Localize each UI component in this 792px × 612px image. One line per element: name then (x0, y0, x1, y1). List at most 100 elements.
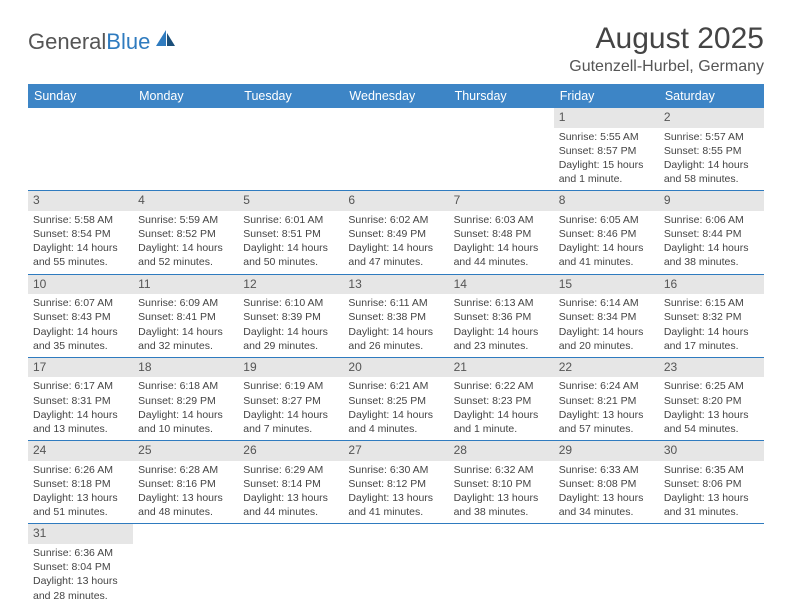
day-content: Sunrise: 5:59 AMSunset: 8:52 PMDaylight:… (133, 211, 238, 274)
calendar-day-cell: 22Sunrise: 6:24 AMSunset: 8:21 PMDayligh… (554, 357, 659, 440)
day-number: 12 (238, 275, 343, 295)
weekday-header: Thursday (449, 84, 554, 108)
calendar-row: 10Sunrise: 6:07 AMSunset: 8:43 PMDayligh… (28, 274, 764, 357)
calendar-day-cell: 27Sunrise: 6:30 AMSunset: 8:12 PMDayligh… (343, 441, 448, 524)
calendar-day-cell: 31Sunrise: 6:36 AMSunset: 8:04 PMDayligh… (28, 524, 133, 607)
day-content: Sunrise: 6:21 AMSunset: 8:25 PMDaylight:… (343, 377, 448, 440)
day-content: Sunrise: 6:26 AMSunset: 8:18 PMDaylight:… (28, 461, 133, 524)
day-content: Sunrise: 6:30 AMSunset: 8:12 PMDaylight:… (343, 461, 448, 524)
weekday-header: Sunday (28, 84, 133, 108)
day-content: Sunrise: 6:28 AMSunset: 8:16 PMDaylight:… (133, 461, 238, 524)
day-number: 26 (238, 441, 343, 461)
calendar-day-cell: 5Sunrise: 6:01 AMSunset: 8:51 PMDaylight… (238, 191, 343, 274)
calendar-row: 24Sunrise: 6:26 AMSunset: 8:18 PMDayligh… (28, 441, 764, 524)
day-content: Sunrise: 6:18 AMSunset: 8:29 PMDaylight:… (133, 377, 238, 440)
day-number: 1 (554, 108, 659, 128)
logo: General Blue (28, 28, 178, 55)
day-number: 23 (659, 358, 764, 378)
calendar-day-cell: 14Sunrise: 6:13 AMSunset: 8:36 PMDayligh… (449, 274, 554, 357)
day-content: Sunrise: 6:29 AMSunset: 8:14 PMDaylight:… (238, 461, 343, 524)
day-content: Sunrise: 6:06 AMSunset: 8:44 PMDaylight:… (659, 211, 764, 274)
day-content: Sunrise: 6:33 AMSunset: 8:08 PMDaylight:… (554, 461, 659, 524)
day-number: 15 (554, 275, 659, 295)
day-number: 13 (343, 275, 448, 295)
calendar-empty-cell (449, 108, 554, 191)
day-number: 2 (659, 108, 764, 128)
day-content: Sunrise: 6:10 AMSunset: 8:39 PMDaylight:… (238, 294, 343, 357)
weekday-header: Monday (133, 84, 238, 108)
day-number: 4 (133, 191, 238, 211)
weekday-header: Wednesday (343, 84, 448, 108)
day-number: 27 (343, 441, 448, 461)
day-number: 9 (659, 191, 764, 211)
day-content: Sunrise: 5:58 AMSunset: 8:54 PMDaylight:… (28, 211, 133, 274)
day-number: 28 (449, 441, 554, 461)
calendar-day-cell: 15Sunrise: 6:14 AMSunset: 8:34 PMDayligh… (554, 274, 659, 357)
weekday-header: Friday (554, 84, 659, 108)
calendar-empty-cell (238, 524, 343, 607)
day-number: 17 (28, 358, 133, 378)
calendar-day-cell: 6Sunrise: 6:02 AMSunset: 8:49 PMDaylight… (343, 191, 448, 274)
calendar-day-cell: 25Sunrise: 6:28 AMSunset: 8:16 PMDayligh… (133, 441, 238, 524)
calendar-empty-cell (238, 108, 343, 191)
day-content: Sunrise: 5:55 AMSunset: 8:57 PMDaylight:… (554, 128, 659, 191)
calendar-day-cell: 9Sunrise: 6:06 AMSunset: 8:44 PMDaylight… (659, 191, 764, 274)
day-number: 5 (238, 191, 343, 211)
day-content: Sunrise: 6:17 AMSunset: 8:31 PMDaylight:… (28, 377, 133, 440)
calendar-row: 3Sunrise: 5:58 AMSunset: 8:54 PMDaylight… (28, 191, 764, 274)
calendar-day-cell: 4Sunrise: 5:59 AMSunset: 8:52 PMDaylight… (133, 191, 238, 274)
month-title: August 2025 (569, 22, 764, 56)
day-number: 19 (238, 358, 343, 378)
header: General Blue August 2025 Gutenzell-Hurbe… (28, 22, 764, 76)
calendar-day-cell: 23Sunrise: 6:25 AMSunset: 8:20 PMDayligh… (659, 357, 764, 440)
calendar-day-cell: 2Sunrise: 5:57 AMSunset: 8:55 PMDaylight… (659, 108, 764, 191)
day-number: 29 (554, 441, 659, 461)
calendar-day-cell: 17Sunrise: 6:17 AMSunset: 8:31 PMDayligh… (28, 357, 133, 440)
day-content: Sunrise: 6:01 AMSunset: 8:51 PMDaylight:… (238, 211, 343, 274)
calendar-day-cell: 3Sunrise: 5:58 AMSunset: 8:54 PMDaylight… (28, 191, 133, 274)
day-number: 31 (28, 524, 133, 544)
logo-text-general: General (28, 29, 106, 55)
calendar-day-cell: 1Sunrise: 5:55 AMSunset: 8:57 PMDaylight… (554, 108, 659, 191)
calendar-empty-cell (449, 524, 554, 607)
day-number: 3 (28, 191, 133, 211)
day-number: 30 (659, 441, 764, 461)
calendar-day-cell: 28Sunrise: 6:32 AMSunset: 8:10 PMDayligh… (449, 441, 554, 524)
day-number: 11 (133, 275, 238, 295)
calendar-day-cell: 21Sunrise: 6:22 AMSunset: 8:23 PMDayligh… (449, 357, 554, 440)
day-content: Sunrise: 5:57 AMSunset: 8:55 PMDaylight:… (659, 128, 764, 191)
calendar-header-row: SundayMondayTuesdayWednesdayThursdayFrid… (28, 84, 764, 108)
logo-text-blue: Blue (106, 29, 150, 55)
calendar-day-cell: 13Sunrise: 6:11 AMSunset: 8:38 PMDayligh… (343, 274, 448, 357)
location: Gutenzell-Hurbel, Germany (569, 58, 764, 76)
calendar-empty-cell (343, 524, 448, 607)
calendar-day-cell: 16Sunrise: 6:15 AMSunset: 8:32 PMDayligh… (659, 274, 764, 357)
calendar-empty-cell (133, 108, 238, 191)
day-content: Sunrise: 6:22 AMSunset: 8:23 PMDaylight:… (449, 377, 554, 440)
day-content: Sunrise: 6:05 AMSunset: 8:46 PMDaylight:… (554, 211, 659, 274)
day-number: 16 (659, 275, 764, 295)
weekday-header: Tuesday (238, 84, 343, 108)
day-content: Sunrise: 6:19 AMSunset: 8:27 PMDaylight:… (238, 377, 343, 440)
day-content: Sunrise: 6:24 AMSunset: 8:21 PMDaylight:… (554, 377, 659, 440)
calendar-empty-cell (133, 524, 238, 607)
day-content: Sunrise: 6:09 AMSunset: 8:41 PMDaylight:… (133, 294, 238, 357)
sail-icon (152, 28, 178, 55)
day-number: 20 (343, 358, 448, 378)
day-number: 24 (28, 441, 133, 461)
calendar-day-cell: 19Sunrise: 6:19 AMSunset: 8:27 PMDayligh… (238, 357, 343, 440)
calendar-day-cell: 7Sunrise: 6:03 AMSunset: 8:48 PMDaylight… (449, 191, 554, 274)
calendar-day-cell: 29Sunrise: 6:33 AMSunset: 8:08 PMDayligh… (554, 441, 659, 524)
calendar-table: SundayMondayTuesdayWednesdayThursdayFrid… (28, 84, 764, 607)
day-content: Sunrise: 6:35 AMSunset: 8:06 PMDaylight:… (659, 461, 764, 524)
day-content: Sunrise: 6:03 AMSunset: 8:48 PMDaylight:… (449, 211, 554, 274)
calendar-day-cell: 10Sunrise: 6:07 AMSunset: 8:43 PMDayligh… (28, 274, 133, 357)
calendar-day-cell: 30Sunrise: 6:35 AMSunset: 8:06 PMDayligh… (659, 441, 764, 524)
day-number: 7 (449, 191, 554, 211)
day-content: Sunrise: 6:32 AMSunset: 8:10 PMDaylight:… (449, 461, 554, 524)
day-content: Sunrise: 6:07 AMSunset: 8:43 PMDaylight:… (28, 294, 133, 357)
title-block: August 2025 Gutenzell-Hurbel, Germany (569, 22, 764, 76)
calendar-day-cell: 12Sunrise: 6:10 AMSunset: 8:39 PMDayligh… (238, 274, 343, 357)
calendar-empty-cell (28, 108, 133, 191)
day-number: 10 (28, 275, 133, 295)
